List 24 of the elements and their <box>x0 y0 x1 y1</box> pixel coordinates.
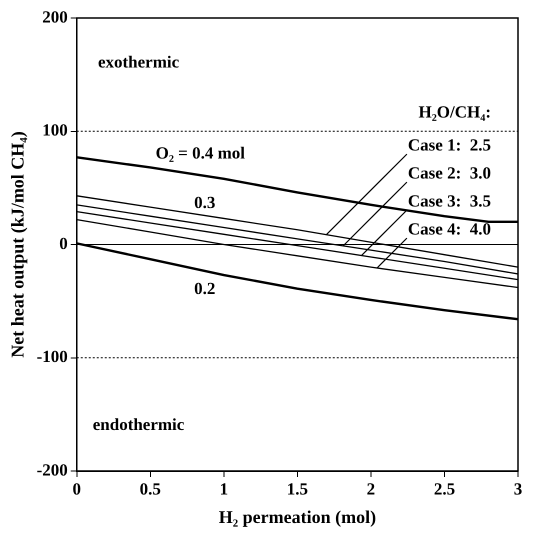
annotation: exothermic <box>98 52 180 72</box>
x-tick-label: 1 <box>220 480 228 499</box>
annotation: O₂ = 0.4 mol <box>156 143 246 162</box>
y-tick-label: 200 <box>42 7 68 26</box>
text: Case 2: 3.0 <box>408 164 492 183</box>
annotation: endothermic <box>92 415 185 434</box>
x-tick-label: 3 <box>514 480 522 499</box>
x-tick-label: 1.5 <box>286 480 308 499</box>
x-axis-title: H₂ permeation (mol) <box>218 506 376 527</box>
annotation: 0.3 <box>194 193 216 212</box>
text: Case 1: 2.5 <box>408 136 492 155</box>
x-tick-label: 2 <box>366 480 376 499</box>
text: Case 3: 3.5 <box>408 192 492 211</box>
series-label: Case 4: 4.0 <box>408 220 492 239</box>
x-tick-label: 2.5 <box>434 480 456 499</box>
y-tick-label: 0 <box>59 234 68 253</box>
y-axis-title: Net heat output (kJ/mol CH₄) <box>7 131 28 358</box>
y-tick-label: -200 <box>36 460 68 480</box>
x-tick-label: 0.5 <box>140 480 161 499</box>
legend-title: H₂O/CH₄: <box>418 102 491 122</box>
annotation: 0.2 <box>194 279 216 298</box>
y-tick-label: -100 <box>36 347 68 366</box>
x-tick-label: 0 <box>72 480 82 499</box>
y-tick-label: 100 <box>42 120 68 140</box>
